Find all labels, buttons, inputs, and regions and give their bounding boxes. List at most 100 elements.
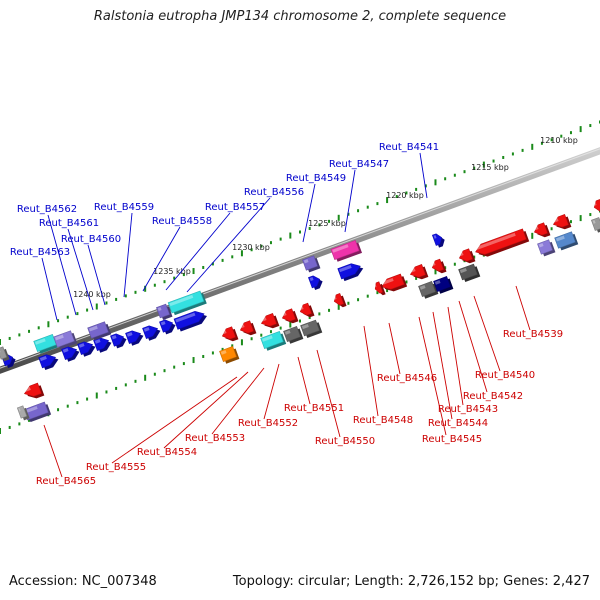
forward-gene-label[interactable]: Reut_B4560	[61, 234, 121, 245]
reverse-leader-line	[473, 295, 501, 372]
reverse-gene-label[interactable]: Reut_B4552	[238, 418, 298, 429]
gene-highlight	[419, 285, 426, 290]
reverse-gene-label[interactable]: Reut_B4551	[284, 403, 344, 414]
reverse-gene-10[interactable]	[474, 228, 530, 260]
forward-leader-line	[344, 169, 356, 233]
lower-feature-5[interactable]	[433, 276, 454, 295]
forward-gene-label[interactable]: Reut_B4559	[94, 202, 154, 213]
gene-body	[167, 290, 205, 314]
gene-body	[142, 325, 159, 339]
lower-feature-7[interactable]	[23, 401, 52, 423]
upper-feature-2[interactable]	[87, 321, 112, 341]
scale-label: 1220 kbp	[386, 191, 424, 200]
forward-gene-1[interactable]	[38, 351, 61, 371]
forward-gene-label[interactable]: Reut_B4558	[152, 216, 212, 227]
reverse-gene-label[interactable]: Reut_B4546	[377, 373, 437, 384]
reverse-gene-label[interactable]: Reut_B4555	[86, 462, 146, 473]
reverse-gene-label[interactable]: Reut_B4542	[463, 391, 523, 402]
lower-feature-0[interactable]	[219, 346, 240, 365]
upper-feature-8[interactable]	[554, 231, 579, 251]
reverse-gene-label[interactable]: Reut_B4540	[475, 370, 535, 381]
reverse-gene-13[interactable]	[592, 199, 600, 216]
lower-feature-8[interactable]	[16, 405, 30, 421]
reverse-gene-15[interactable]	[373, 281, 386, 297]
gene-body	[533, 222, 548, 236]
gene-highlight	[593, 202, 597, 206]
lower-feature-1[interactable]	[260, 331, 287, 352]
gene-highlight	[333, 296, 337, 300]
forward-gene-11[interactable]	[308, 273, 324, 291]
forward-gene-9[interactable]	[173, 308, 209, 332]
gene-highlight	[533, 226, 539, 231]
gene-body	[221, 326, 236, 340]
lower-feature-4[interactable]	[418, 281, 439, 300]
reverse-gene-7[interactable]	[409, 264, 429, 283]
upper-feature-1[interactable]	[53, 330, 78, 350]
upper-feature-0[interactable]	[33, 334, 60, 355]
forward-leader-line	[123, 212, 133, 298]
forward-gene-label[interactable]: Reut_B4561	[39, 218, 99, 229]
reverse-gene-8[interactable]	[430, 258, 447, 275]
reverse-gene-label[interactable]: Reut_B4544	[428, 418, 488, 429]
gene-highlight	[160, 321, 166, 326]
forward-gene-8[interactable]	[159, 317, 177, 335]
reverse-gene-label[interactable]: Reut_B4550	[315, 436, 375, 447]
upper-feature-4[interactable]	[167, 290, 207, 316]
forward-gene-5[interactable]	[110, 331, 128, 349]
reverse-gene-1[interactable]	[238, 320, 257, 338]
reverse-gene-label[interactable]: Reut_B4554	[137, 447, 197, 458]
reverse-gene-11[interactable]	[532, 222, 551, 240]
reverse-gene-12[interactable]	[552, 214, 572, 233]
reverse-gene-9[interactable]	[457, 248, 476, 266]
reverse-gene-label[interactable]: Reut_B4545	[422, 434, 482, 445]
lower-feature-6[interactable]	[458, 263, 481, 283]
reverse-gene-6[interactable]	[380, 273, 408, 294]
forward-gene-2[interactable]	[61, 344, 82, 363]
reverse-leader-line	[388, 322, 401, 375]
forward-gene-10[interactable]	[337, 260, 365, 282]
reverse-gene-14[interactable]	[23, 382, 45, 401]
gene-highlight	[381, 277, 394, 286]
forward-gene-label[interactable]: Reut_B4563	[10, 247, 70, 258]
gene-body	[260, 331, 284, 349]
upper-feature-10[interactable]	[0, 346, 10, 362]
upper-feature-9[interactable]	[590, 217, 600, 234]
forward-gene-label[interactable]: Reut_B4562	[17, 204, 77, 215]
reverse-gene-label[interactable]: Reut_B4543	[438, 404, 498, 415]
gene-highlight	[62, 348, 69, 353]
forward-gene-label[interactable]: Reut_B4547	[329, 159, 389, 170]
forward-gene-label[interactable]: Reut_B4541	[379, 142, 439, 153]
upper-feature-6[interactable]	[302, 255, 321, 273]
forward-gene-label[interactable]: Reut_B4556	[244, 187, 304, 198]
lower-feature-3[interactable]	[300, 319, 323, 339]
forward-gene-6[interactable]	[125, 328, 146, 347]
reverse-gene-4[interactable]	[298, 302, 315, 319]
lower-feature-2[interactable]	[283, 326, 304, 345]
gene-highlight	[175, 312, 196, 323]
forward-gene-12[interactable]	[431, 232, 446, 249]
reverse-gene-2[interactable]	[260, 313, 280, 332]
reverse-gene-0[interactable]	[220, 326, 239, 344]
forward-gene-label[interactable]: Reut_B4557	[205, 202, 265, 213]
gene-body	[16, 405, 28, 419]
reverse-gene-label[interactable]: Reut_B4565	[36, 476, 96, 487]
forward-gene-3[interactable]	[77, 339, 98, 358]
reverse-gene-label[interactable]: Reut_B4548	[353, 415, 413, 426]
forward-gene-label[interactable]: Reut_B4549	[286, 173, 346, 184]
scale-label: 1235 kbp	[153, 267, 191, 276]
scale-label: 1225 kbp	[308, 219, 346, 228]
reverse-gene-label[interactable]: Reut_B4553	[185, 433, 245, 444]
gene-highlight	[332, 244, 349, 253]
gene-highlight	[459, 268, 467, 274]
gene-body	[458, 263, 478, 281]
upper-feature-3[interactable]	[156, 303, 173, 321]
gene-highlight	[309, 277, 314, 282]
upper-feature-7[interactable]	[537, 239, 556, 257]
reverse-gene-label[interactable]: Reut_B4539	[503, 329, 563, 340]
reverse-gene-3[interactable]	[280, 308, 299, 326]
gene-highlight	[23, 387, 31, 393]
upper-feature-5[interactable]	[330, 239, 363, 263]
forward-gene-7[interactable]	[142, 323, 163, 342]
reverse-gene-5[interactable]	[332, 293, 347, 310]
gene-body	[431, 258, 444, 272]
